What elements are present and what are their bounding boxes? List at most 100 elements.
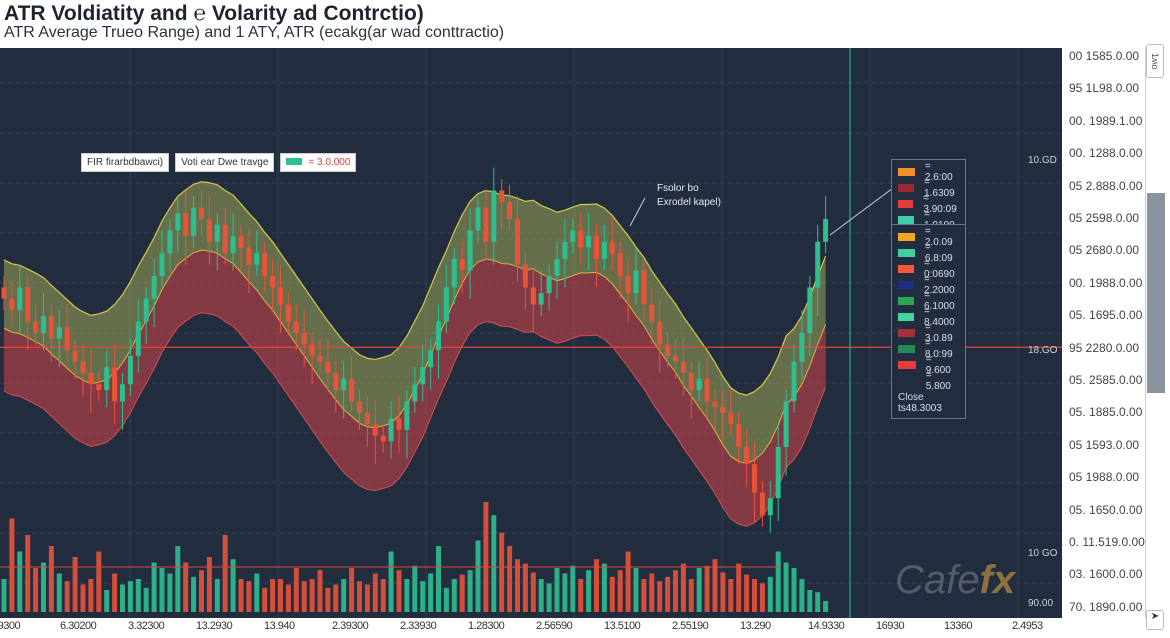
candle-body bbox=[696, 378, 702, 390]
legend-swatch-icon bbox=[898, 345, 915, 353]
volume-bar bbox=[293, 568, 299, 612]
price-tick-label: 03. 1600.0.00 bbox=[1069, 567, 1143, 582]
candle-body bbox=[767, 498, 773, 516]
candle-body bbox=[278, 287, 283, 305]
legend-footer: Close ts48.3003 bbox=[898, 392, 942, 414]
volume-bar bbox=[570, 565, 576, 612]
candle-body bbox=[183, 213, 189, 237]
candle-body bbox=[151, 276, 157, 299]
time-tick-label: 16930 bbox=[876, 620, 905, 632]
volume-bar bbox=[262, 587, 268, 612]
candle-body bbox=[206, 219, 212, 242]
volume-bar bbox=[720, 572, 726, 612]
time-tick-label: 2.55190 bbox=[672, 620, 709, 632]
volume-bar bbox=[80, 584, 86, 612]
legend-value: = 3.0.89 bbox=[924, 322, 953, 344]
candle-body bbox=[673, 355, 678, 362]
watermark-logo: Cafefx bbox=[895, 558, 1016, 602]
candle-body bbox=[262, 253, 268, 276]
scrollbar[interactable] bbox=[1145, 48, 1165, 618]
legend-item: = 0:0690 bbox=[898, 258, 959, 280]
volume-bar bbox=[285, 584, 291, 612]
legend-item: = 2.0.09 bbox=[898, 226, 959, 248]
volume-bar bbox=[546, 583, 552, 612]
candle-body bbox=[396, 418, 402, 430]
volume-bar bbox=[230, 559, 236, 612]
candle-body bbox=[222, 224, 228, 254]
candle-body bbox=[285, 304, 291, 322]
price-chart bbox=[0, 48, 1062, 618]
candle-body bbox=[214, 224, 220, 242]
volume-bar bbox=[372, 573, 378, 612]
candle-body bbox=[17, 287, 23, 311]
volume-bar bbox=[507, 546, 513, 612]
legend-swatch-icon bbox=[898, 281, 915, 289]
legend-swatch-icon bbox=[898, 249, 915, 257]
volume-bar bbox=[72, 557, 78, 612]
candle-body bbox=[594, 236, 599, 259]
candle-body bbox=[159, 253, 165, 276]
scroll-up-button[interactable]: 1ʍo bbox=[1146, 44, 1164, 78]
volume-bar bbox=[815, 592, 821, 612]
volume-bar bbox=[48, 546, 54, 612]
volume-bar bbox=[88, 579, 94, 612]
candle-body bbox=[657, 321, 663, 345]
volume-bar bbox=[530, 572, 536, 612]
volume-bar bbox=[601, 563, 607, 612]
legend-swatch-icon bbox=[898, 329, 915, 337]
candle-body bbox=[752, 464, 757, 493]
candle-body bbox=[625, 276, 631, 294]
legend-swatch-icon bbox=[898, 361, 916, 369]
candle-body bbox=[641, 270, 647, 305]
volume-bar bbox=[120, 584, 125, 612]
volume-bar bbox=[436, 546, 441, 612]
price-tick-label: 05 2598.0.00 bbox=[1069, 211, 1140, 225]
volume-bar bbox=[515, 559, 520, 612]
note-callout-line bbox=[629, 197, 646, 227]
volume-bar bbox=[641, 579, 647, 612]
volume-bar bbox=[665, 576, 671, 612]
scrollbar-thumb[interactable] bbox=[1147, 193, 1165, 393]
candle-body bbox=[191, 207, 197, 237]
volume-bar bbox=[459, 574, 465, 612]
price-tick-label: 05. 1695.0.00 bbox=[1069, 308, 1143, 323]
volume-bar bbox=[333, 584, 339, 612]
volume-bar bbox=[657, 581, 663, 612]
time-tick-label: 1.28300 bbox=[468, 620, 505, 632]
candle-body bbox=[127, 355, 133, 385]
volume-bar bbox=[206, 557, 212, 612]
time-tick-label: 13360 bbox=[944, 620, 973, 632]
volume-bar bbox=[388, 551, 394, 612]
volume-bar bbox=[301, 581, 307, 612]
time-tick-label: 2.33930 bbox=[400, 620, 437, 632]
candle-body bbox=[380, 435, 386, 442]
candle-body bbox=[9, 298, 15, 311]
volume-bar bbox=[617, 570, 623, 612]
volume-bar bbox=[420, 581, 426, 612]
time-tick-label: 13.2930 bbox=[196, 620, 233, 632]
candle-body bbox=[317, 355, 323, 362]
chart-subtitle: ATR Average Trueo Range) and 1 ATY, ATR … bbox=[4, 24, 505, 41]
pin-icon[interactable]: ➤ bbox=[1146, 610, 1164, 630]
candle-body bbox=[704, 378, 710, 402]
volume-bar bbox=[807, 590, 813, 612]
candle-body bbox=[301, 333, 307, 345]
candle-body bbox=[562, 241, 568, 259]
candle-body bbox=[451, 258, 457, 288]
candle-body bbox=[538, 293, 544, 305]
volume-bar bbox=[96, 551, 102, 612]
legend-item: = 2.6:00 bbox=[898, 161, 959, 183]
volume-bar bbox=[823, 601, 829, 612]
plot-area[interactable] bbox=[0, 48, 1062, 618]
volume-bar bbox=[736, 563, 742, 612]
candle-body bbox=[341, 378, 347, 390]
candle-body bbox=[349, 378, 355, 402]
volume-bar bbox=[775, 551, 781, 612]
price-tick-label: 05. 1650.0.00 bbox=[1069, 502, 1143, 517]
candle-body bbox=[230, 236, 236, 254]
candle-body bbox=[254, 253, 260, 265]
candle-body bbox=[143, 298, 149, 322]
volatility-value: = 3.0.000 bbox=[308, 157, 351, 168]
legend-item: = 5.800 bbox=[898, 370, 959, 392]
volume-bar bbox=[254, 573, 260, 612]
